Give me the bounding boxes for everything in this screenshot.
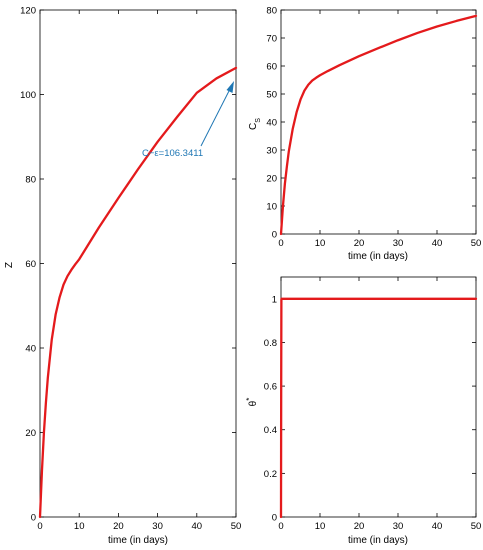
ylabel-theta-group: θ* <box>245 398 259 407</box>
ylabel-cs-main: C <box>248 123 259 130</box>
xtick-label: 10 <box>74 521 85 532</box>
panel-z: 0 10 20 30 40 50 0 20 40 60 80 100 120 time (in days… <box>4 6 241 547</box>
ticks-z: 0 10 20 30 40 50 0 20 40 60 80 100 120 <box>20 6 241 533</box>
ytick-label: 80 <box>266 6 277 17</box>
xtick-label: 40 <box>432 521 443 532</box>
ytick-label: 20 <box>266 174 277 185</box>
ytick-label: 60 <box>266 62 277 73</box>
ytick-label: 10 <box>266 202 277 213</box>
ylabel-z: Z <box>4 262 15 268</box>
ylabel-theta: θ* <box>245 398 259 407</box>
ytick-label: 100 <box>20 90 36 101</box>
xtick-label: 40 <box>192 521 203 532</box>
xtick-label: 30 <box>152 521 163 532</box>
series-line-cs <box>279 14 478 236</box>
annotation-group: C−ε=106.3411 <box>142 81 234 159</box>
xtick-label: 30 <box>393 521 404 532</box>
ytick-label: 1 <box>272 294 277 305</box>
ytick-label: 0.2 <box>264 469 277 480</box>
xtick-label: 20 <box>113 521 124 532</box>
xtick-label: 0 <box>278 521 283 532</box>
annotation-label: C−ε=106.3411 <box>142 148 203 159</box>
xtick-label: 40 <box>432 238 443 249</box>
ytick-label: 40 <box>266 118 277 129</box>
ytick-label: 0.8 <box>264 338 277 349</box>
xlabel-theta: time (in days) <box>348 535 408 546</box>
ytick-label: 120 <box>20 6 36 17</box>
xtick-label: 0 <box>278 238 283 249</box>
plot-frame-cs <box>280 9 477 235</box>
ylabel-theta-sup: * <box>245 398 254 401</box>
xtick-label: 20 <box>354 521 365 532</box>
ytick-label: 50 <box>266 90 277 101</box>
ylabel-cs: CS <box>248 118 262 130</box>
series-line-z <box>38 66 238 519</box>
xtick-label: 0 <box>37 521 42 532</box>
ylabel-cs-group: CS <box>248 118 262 130</box>
xlabel-z: time (in days) <box>108 535 168 546</box>
ytick-label: 0 <box>272 513 277 524</box>
ytick-label: 0 <box>31 513 36 524</box>
annotation-arrowhead <box>226 81 234 93</box>
xtick-label: 50 <box>471 238 482 249</box>
ticks-theta: 0 10 20 30 40 50 0 0.2 0.4 0.6 0.8 1 <box>264 277 482 532</box>
ylabel-cs-sub: S <box>255 118 262 123</box>
xtick-label: 50 <box>231 521 242 532</box>
annotation-arrow <box>200 88 231 147</box>
series-line-theta <box>279 297 478 519</box>
ytick-label: 70 <box>266 34 277 45</box>
ylabel-theta-main: θ <box>248 400 259 406</box>
xtick-label: 20 <box>354 238 365 249</box>
ticks-cs: 0 10 20 30 40 50 0 10 20 30 40 50 60 70 80 <box>266 6 481 250</box>
ytick-label: 60 <box>25 259 36 270</box>
ytick-label: 0.4 <box>264 425 277 436</box>
xtick-label: 50 <box>471 521 482 532</box>
plot-frame-theta <box>280 276 477 518</box>
xtick-label: 30 <box>393 238 404 249</box>
panel-theta: 0 10 20 30 40 50 0 0.2 0.4 0.6 0.8 1 time (in days)… <box>245 276 482 546</box>
xtick-label: 10 <box>315 238 326 249</box>
ytick-label: 40 <box>25 344 36 355</box>
ytick-label: 30 <box>266 146 277 157</box>
xtick-label: 10 <box>315 521 326 532</box>
xlabel-cs: time (in days) <box>348 251 408 262</box>
ytick-label: 80 <box>25 175 36 186</box>
ytick-label: 0 <box>272 230 277 241</box>
ytick-label: 20 <box>25 428 36 439</box>
ytick-label: 0.6 <box>264 382 277 393</box>
panel-cs: 0 10 20 30 40 50 0 10 20 30 40 50 60 70 80 time (in da… <box>248 6 481 263</box>
